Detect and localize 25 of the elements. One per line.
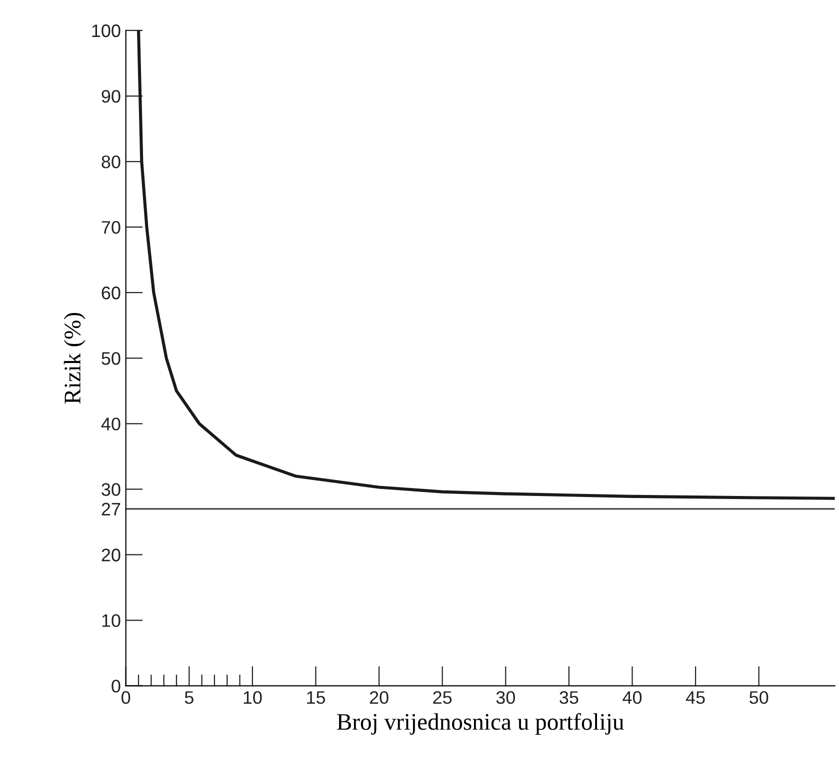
y-tick-label: 0: [112, 680, 120, 693]
x-tick-label: 25: [433, 691, 452, 704]
x-tick-label: 0: [122, 691, 130, 704]
y-tick-label: 80: [102, 155, 120, 168]
x-tick-label: 30: [496, 691, 515, 704]
y-tick-label: 90: [102, 90, 120, 103]
x-tick-label: 45: [686, 691, 705, 704]
x-tick-label: 5: [184, 691, 194, 704]
x-tick-label: 35: [560, 691, 578, 704]
y-tick-label: 50: [102, 352, 120, 365]
x-tick-label: 20: [370, 691, 388, 704]
y-tick-label: 27: [102, 502, 120, 516]
y-tick-label: 100: [92, 24, 120, 38]
y-tick-label: 40: [101, 418, 120, 430]
y-tick-label: 30: [102, 483, 120, 496]
x-tick-label: 50: [750, 691, 768, 704]
x-axis-title: Broj vrijednosnica u portfoliju: [337, 713, 624, 735]
y-axis-title: Rizik (%): [64, 312, 86, 404]
y-tick-label: 20: [102, 548, 120, 562]
y-tick-label: 60: [102, 286, 120, 300]
x-tick-label: 15: [307, 691, 326, 704]
y-tick-label: 10: [102, 614, 120, 627]
x-tick-label: 10: [244, 691, 262, 704]
y-tick-label: 70: [102, 221, 120, 234]
x-tick-label: 40: [622, 691, 642, 704]
